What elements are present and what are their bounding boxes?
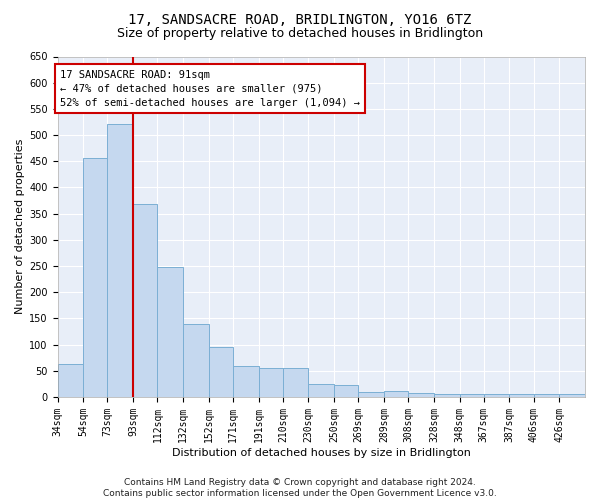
Bar [384,391,409,397]
Text: Size of property relative to detached houses in Bridlington: Size of property relative to detached ho… [117,28,483,40]
Bar [334,386,358,397]
X-axis label: Distribution of detached houses by size in Bridlington: Distribution of detached houses by size … [172,448,470,458]
Bar [233,366,259,397]
Bar [484,394,509,397]
Bar [133,204,157,397]
Bar [534,394,559,397]
Bar [183,324,209,397]
Bar [283,368,308,397]
Bar [58,364,83,397]
Bar [83,158,107,397]
Text: Contains HM Land Registry data © Crown copyright and database right 2024.
Contai: Contains HM Land Registry data © Crown c… [103,478,497,498]
Text: 17 SANDSACRE ROAD: 91sqm
← 47% of detached houses are smaller (975)
52% of semi-: 17 SANDSACRE ROAD: 91sqm ← 47% of detach… [60,70,360,108]
Y-axis label: Number of detached properties: Number of detached properties [15,139,25,314]
Bar [434,394,460,397]
Bar [157,267,183,397]
Bar [509,394,534,397]
Bar [308,384,334,397]
Bar [460,394,484,397]
Bar [259,368,283,397]
Bar [107,124,133,397]
Bar [358,392,384,397]
Bar [209,347,233,397]
Bar [409,394,434,397]
Text: 17, SANDSACRE ROAD, BRIDLINGTON, YO16 6TZ: 17, SANDSACRE ROAD, BRIDLINGTON, YO16 6T… [128,12,472,26]
Bar [559,394,585,397]
